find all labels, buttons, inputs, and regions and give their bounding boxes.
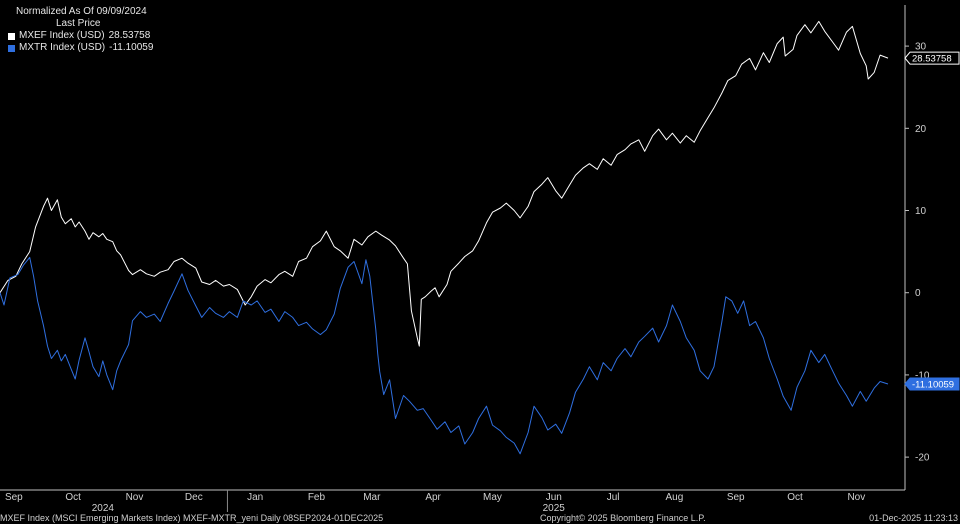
last-value-labels: 28.53758 -11.10059 [904,51,960,391]
series-line-mxef [0,20,889,347]
x-tick-label: Mar [363,492,381,503]
legend-name-mxtr: MXTR Index (USD) [19,42,106,53]
footer-description: MXEF Index (MSCI Emerging Markets Index)… [0,513,384,523]
last-value-text: 28.53758 [912,54,952,65]
last-value-text: -11.10059 [912,379,954,390]
legend-swatch-mxtr [8,44,15,52]
x-tick-label: Sep [5,492,23,503]
legend-swatch-mxef [8,32,15,40]
x-tick-label: Jul [607,492,620,503]
legend-item-mxef[interactable]: MXEF Index (USD) 28.53758 [8,30,153,42]
x-tick-label: Feb [308,492,326,503]
legend: Normalized As Of 09/09/2024 Last Price M… [4,4,158,57]
legend-name-mxef: MXEF Index (USD) [19,30,105,41]
y-tick-label: 20 [915,124,927,135]
x-tick-label: Nov [126,492,144,503]
last-value-box [904,51,960,65]
legend-value-mxef: 28.53758 [108,30,151,41]
footer-copyright: Copyright© 2025 Bloomberg Finance L.P. [540,513,706,523]
y-tick-label: 30 [915,42,927,53]
x-year-label: 2025 [543,503,566,514]
legend-item-mxtr[interactable]: MXTR Index (USD) -11.10059 [8,42,153,54]
x-tick-label: Jun [546,492,562,503]
x-tick-label: Oct [787,492,803,503]
footer: MXEF Index (MSCI Emerging Markets Index)… [0,513,960,524]
y-tick-label: 10 [915,206,927,217]
y-tick-label: -20 [915,453,930,464]
legend-header: Normalized As Of 09/09/2024 [16,6,147,17]
last-value-tag-mxef: 28.53758 [904,51,960,65]
last-value-tag-mxtr: -11.10059 [904,377,960,391]
x-tick-label: Sep [727,492,745,503]
x-tick-label: Nov [847,492,865,503]
x-tick-label: Oct [65,492,81,503]
series-layer [0,20,889,455]
x-tick-label: Apr [425,492,441,503]
legend-value-mxtr: -11.10059 [109,42,154,53]
footer-timestamp: 01-Dec-2025 11:23:13 [869,513,958,523]
legend-subheader: Last Price [56,18,101,29]
y-tick-label: 0 [915,288,921,299]
x-tick-label: Aug [666,492,684,503]
series-line-mxtr [0,256,889,455]
x-tick-label: Dec [185,492,203,503]
x-tick-label: May [483,492,502,503]
y-tick-label: -10 [915,370,930,381]
x-tick-label: Jan [247,492,263,503]
last-value-box [904,377,960,391]
x-year-label: 2024 [92,503,115,514]
axis-layer: -20 -10 0 10 20 30 Sep Oct Nov Dec Jan Feb Mar Apr May… [0,5,930,514]
